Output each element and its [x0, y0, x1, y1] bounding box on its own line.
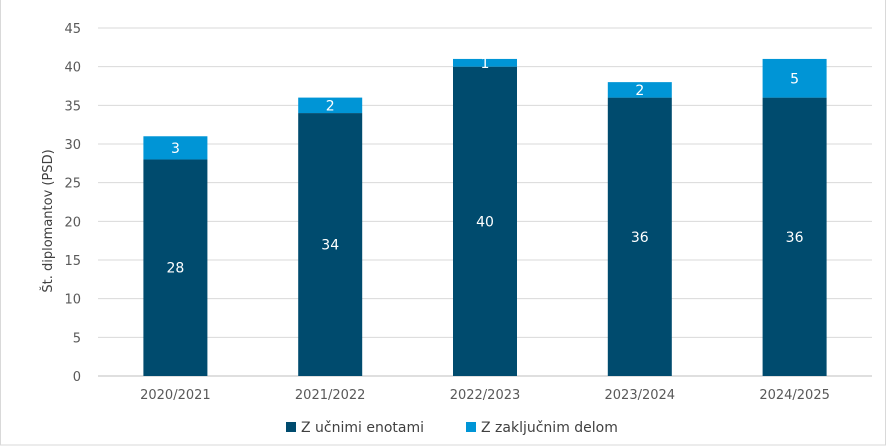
- data-label-2024-2025-series-0: 36: [786, 230, 804, 246]
- x-tick-2020-2021: 2020/2021: [140, 388, 211, 403]
- data-labels: 28 3 34 2 40 1 36 2 36 5: [166, 56, 803, 277]
- data-label-2020-2021-series-1: 3: [171, 141, 180, 157]
- data-label-2022-2023-series-0: 40: [476, 214, 494, 230]
- y-tick-15: 15: [64, 254, 81, 269]
- x-tick-2024-2025: 2024/2025: [759, 388, 830, 403]
- data-label-2021-2022-series-0: 34: [321, 238, 339, 254]
- y-tick-45: 45: [64, 22, 81, 37]
- x-tick-2021-2022: 2021/2022: [295, 388, 366, 403]
- y-tick-35: 35: [64, 99, 81, 114]
- y-axis-label: Št. diplomantov (PSD): [40, 149, 56, 292]
- bar-2023-2024-series-1: [607, 82, 672, 98]
- bars: [143, 58, 827, 377]
- bar-2021-2022-series-1: [298, 97, 363, 114]
- y-tick-20: 20: [64, 215, 81, 230]
- bar-2022-2023-series-0: [453, 66, 517, 377]
- bar-2023-2024-series-0: [607, 97, 672, 376]
- data-label-2021-2022-series-1: 2: [326, 98, 335, 114]
- x-axis-ticks: 2020/2021 2021/2022 2022/2023 2023/2024 2024…: [140, 388, 830, 403]
- data-label-2023-2024-series-0: 36: [631, 230, 649, 246]
- y-axis-ticks: 0 5 10 15 20 25 30 35 40 45: [64, 22, 81, 385]
- x-tick-2022-2023: 2022/2023: [450, 388, 521, 403]
- data-label-2024-2025-series-1: 5: [790, 71, 799, 87]
- data-label-2022-2023-series-1: 1: [481, 56, 490, 72]
- y-tick-40: 40: [64, 61, 81, 76]
- legend-label-z-zakljucnim-delom: Z zaključnim delom: [481, 420, 618, 436]
- data-label-2023-2024-series-1: 2: [635, 83, 644, 99]
- legend-swatch-z-zakljucnim-delom: [466, 422, 476, 432]
- bar-2024-2025-series-0: [762, 97, 827, 376]
- y-tick-25: 25: [64, 177, 81, 192]
- bar-2021-2022-series-0: [298, 113, 363, 377]
- bar-2024-2025-series-1: [762, 58, 827, 98]
- legend-swatch-z-ucnimi-enotami: [286, 422, 296, 432]
- y-tick-30: 30: [64, 138, 81, 153]
- y-tick-5: 5: [73, 331, 81, 346]
- bar-2020-2021-series-1: [143, 136, 208, 160]
- x-tick-2023-2024: 2023/2024: [605, 388, 676, 403]
- y-tick-10: 10: [64, 293, 81, 308]
- bar-2020-2021-series-0: [143, 159, 208, 376]
- y-tick-0: 0: [73, 370, 81, 385]
- data-label-2020-2021-series-0: 28: [166, 261, 184, 277]
- legend-label-z-ucnimi-enotami: Z učnimi enotami: [301, 420, 424, 436]
- bar-2022-2023-series-1: [453, 58, 517, 67]
- legend: Z učnimi enotami Z zaključnim delom: [286, 420, 618, 436]
